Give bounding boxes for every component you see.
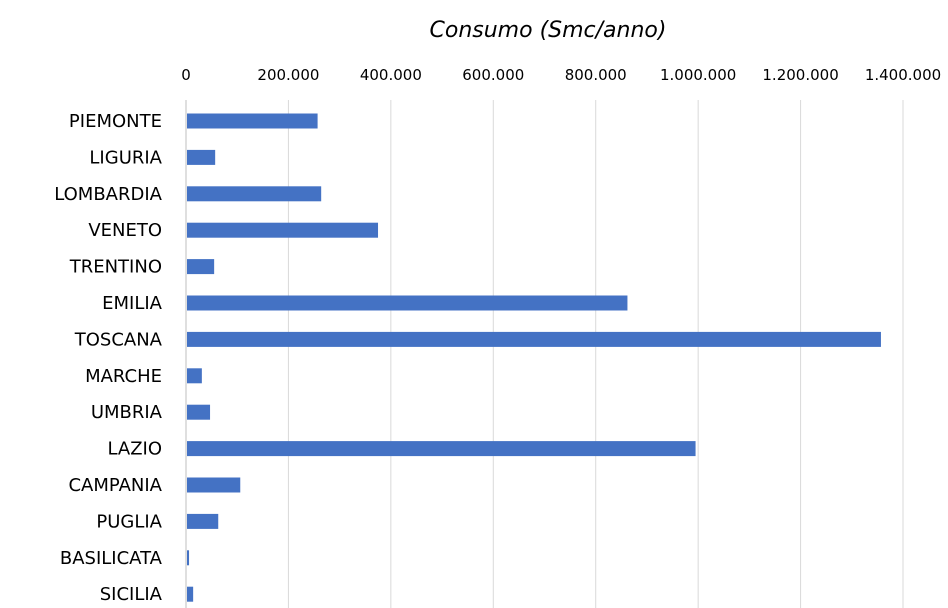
x-tick-label: 400.000 [360,66,422,84]
bar [187,222,379,238]
category-label: UMBRIA [91,402,163,423]
category-label: LAZIO [107,439,162,460]
category-label: MARCHE [85,366,162,387]
category-label: TRENTINO [69,257,162,278]
x-tick-label: 1.000.000 [660,66,736,84]
bar [187,550,190,566]
category-label: EMILIA [102,293,163,314]
category-label: PUGLIA [96,511,162,532]
category-label: VENETO [88,220,162,241]
x-tick-label: 1.400.000 [865,66,941,84]
bar [187,477,241,493]
bar [187,113,318,129]
x-tick-label: 600.000 [462,66,524,84]
chart-title: Consumo (Smc/anno) [430,18,667,43]
x-tick-label: 0 [181,66,191,84]
category-label: LOMBARDIA [54,184,162,205]
x-tick-label: 200.000 [257,66,319,84]
bar [187,295,628,311]
gridlines [287,100,904,608]
category-label: SICILIA [100,584,163,605]
bar [187,513,219,529]
bar [187,149,216,165]
bar [187,331,881,347]
category-label: LIGURIA [89,147,162,168]
bar [187,586,194,602]
bar [187,186,322,202]
bar [187,259,215,275]
category-label: PIEMONTE [69,111,162,132]
bar [187,404,211,420]
category-label: BASILICATA [60,548,163,569]
bar [187,441,696,457]
x-axis-tick-labels: 0 200.000 400.000 600.000 800.000 1.000.000 1.… [181,66,941,84]
bar [187,368,202,384]
bars [187,113,881,602]
y-axis-category-labels: PIEMONTE LIGURIA LOMBARDIA VENETO TRENTINO EM… [54,111,162,605]
category-label: CAMPANIA [68,475,162,496]
x-tick-label: 800.000 [565,66,627,84]
category-label: TOSCANA [74,329,163,350]
x-tick-label: 1.200.000 [762,66,838,84]
